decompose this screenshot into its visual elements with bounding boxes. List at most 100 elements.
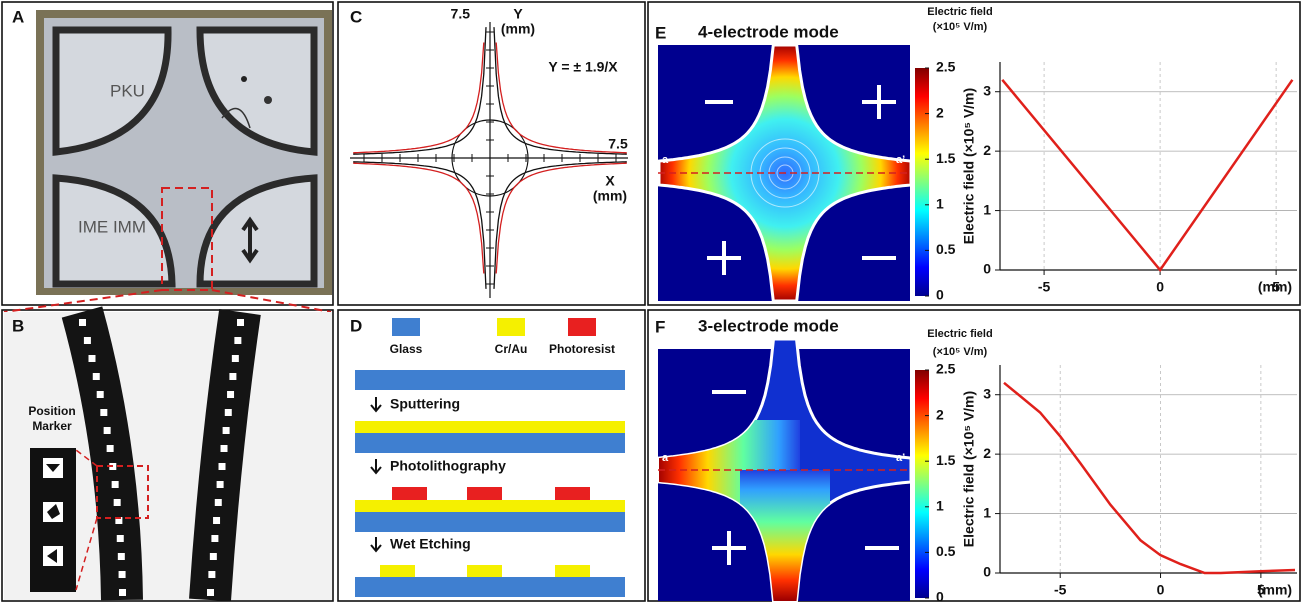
panel-label: F (655, 317, 665, 336)
data-line (1004, 383, 1295, 573)
panel-label: D (350, 316, 362, 335)
marker (237, 319, 244, 326)
hyperbola (353, 162, 486, 289)
marker (234, 337, 241, 344)
legend-label: Photoresist (549, 342, 615, 356)
marker (100, 409, 107, 416)
marker (107, 445, 114, 452)
panel-label: A (12, 7, 24, 26)
cut-label: a’ (896, 154, 905, 166)
marker (118, 553, 125, 560)
y-axis-label: Electric field (×10⁵ V/m) (961, 391, 977, 547)
cut-label: a (662, 452, 669, 464)
marker (207, 589, 214, 596)
marker (223, 427, 230, 434)
colorbar-tick-label: 2 (936, 406, 944, 422)
process-step: Wet Etching (390, 536, 471, 552)
marker (232, 355, 239, 362)
colorbar-title: (×10⁵ V/m) (933, 21, 988, 33)
colorbar-tick-label: 2.5 (936, 59, 956, 75)
legend-label: Glass (390, 342, 423, 356)
colorbar (915, 68, 929, 296)
colorbar-title: (×10⁵ V/m) (933, 346, 988, 358)
colorbar-tick-label: 1.5 (936, 452, 956, 468)
x-tick-label: 0 (1156, 279, 1164, 295)
hyperbola (353, 43, 484, 153)
marker (213, 517, 220, 524)
colorbar-title: Electric field (927, 328, 992, 340)
axis-max: 7.5 (608, 136, 628, 152)
x-tick-label: -5 (1038, 279, 1051, 295)
marker (229, 373, 236, 380)
figure: A PKU IME IMM B Position Marker C 7.5 Y … (0, 0, 1302, 603)
marker (112, 481, 119, 488)
colorbar (915, 370, 929, 598)
x-tick-label: -5 (1054, 582, 1067, 598)
colorbar-tick-label: 2.5 (936, 361, 956, 377)
marker (114, 499, 121, 506)
y-tick-label: 3 (983, 82, 991, 98)
panel-label: B (12, 316, 24, 335)
hyperbola (353, 163, 484, 273)
marker (88, 355, 95, 362)
panel-title: 3-electrode mode (698, 316, 839, 335)
marker (210, 553, 217, 560)
marker (211, 535, 218, 542)
x-tick-label: 0 (1157, 582, 1165, 598)
marker (104, 427, 111, 434)
device-photo (36, 10, 332, 295)
y-tick-label: 1 (983, 504, 991, 520)
axis-label: X (605, 173, 615, 189)
colorbar-tick-label: 0.5 (936, 241, 956, 257)
x-axis-label: (mm) (1258, 279, 1292, 295)
axis-label: (mm) (593, 188, 627, 204)
marker (84, 337, 91, 344)
colorbar-tick-label: 1.5 (936, 150, 956, 166)
process-step: Sputtering (390, 396, 460, 412)
process-step: Photolithography (390, 458, 506, 474)
marker (227, 391, 234, 398)
legend-label: Cr/Au (495, 342, 528, 356)
marker (208, 571, 215, 578)
y-tick-label: 0 (983, 564, 991, 580)
marker (217, 481, 224, 488)
axis-max: 7.5 (451, 6, 471, 22)
colorbar-tick-label: 0 (936, 589, 944, 603)
colorbar-tick-label: 2 (936, 104, 944, 120)
inset-markers (43, 458, 63, 566)
hyperbola (353, 27, 486, 154)
inset-title: Position (28, 404, 75, 418)
colorbar-tick-label: 0.5 (936, 543, 956, 559)
y-tick-label: 3 (983, 385, 991, 401)
panel-label: C (350, 7, 362, 26)
colorbar-tick-label: 1 (936, 498, 944, 514)
equation: Y = ± 1.9/X (548, 59, 618, 75)
y-axis-label: Electric field (×10⁵ V/m) (961, 88, 977, 244)
y-tick-label: 1 (983, 201, 991, 217)
y-tick-label: 0 (983, 261, 991, 277)
marker (93, 373, 100, 380)
marker (119, 571, 126, 578)
marker (215, 499, 222, 506)
marker (119, 589, 126, 596)
marker (79, 319, 86, 326)
colorbar-title: Electric field (927, 6, 992, 18)
colorbar-tick-label: 1 (936, 196, 944, 212)
marker (221, 445, 228, 452)
hyperbola (494, 27, 627, 154)
inset-title: Marker (32, 419, 72, 433)
y-tick-label: 2 (983, 142, 991, 158)
data-line (1002, 80, 1292, 270)
colorbar-tick-label: 0 (936, 287, 944, 303)
cut-label: a (662, 154, 669, 166)
panel-label: E (655, 23, 666, 42)
panel-title: 4-electrode mode (698, 22, 839, 41)
axis-label: (mm) (501, 21, 535, 37)
x-axis-label: (mm) (1258, 582, 1292, 598)
marker (225, 409, 232, 416)
marker (97, 391, 104, 398)
cut-label: a’ (896, 452, 905, 464)
marker (117, 535, 124, 542)
y-tick-label: 2 (983, 445, 991, 461)
photo-text: PKU (110, 81, 145, 100)
